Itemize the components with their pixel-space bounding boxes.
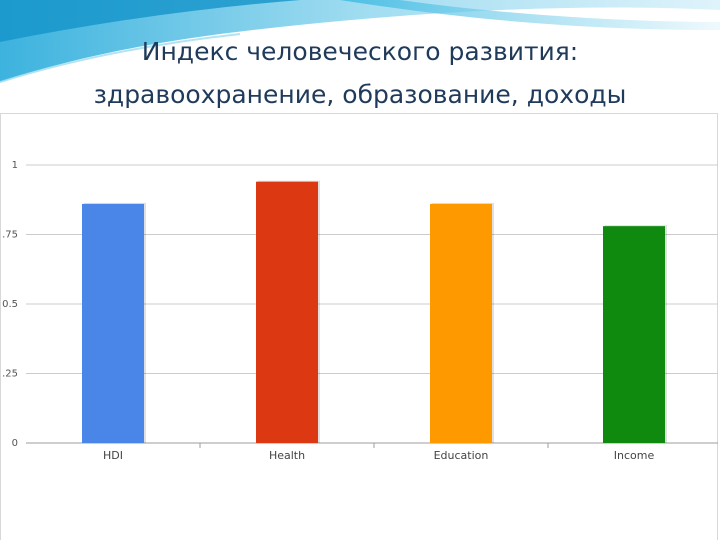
x-tick-label: Health	[269, 449, 305, 462]
bar-education	[430, 203, 492, 443]
y-tick-label: 0	[12, 438, 18, 449]
y-axis-tick-labels: 0 .25 0.5 .75 1	[2, 160, 18, 449]
bars	[82, 180, 667, 443]
y-tick-label: 0.5	[2, 299, 18, 310]
y-tick-label: .25	[2, 369, 18, 380]
bar-income	[603, 226, 665, 443]
y-tick-label: .75	[2, 230, 18, 241]
x-tick-label: Education	[434, 449, 489, 462]
x-axis	[199, 443, 549, 448]
slide-title-line-2: здравоохранение, образование, доходы	[93, 80, 627, 109]
x-axis-category-labels: HDI Health Education Income	[103, 449, 654, 462]
bar-health	[256, 181, 318, 443]
bar-chart: 0 .25 0.5 .75 1 HDI Health Education Income	[2, 160, 718, 462]
bar-hdi	[82, 203, 144, 443]
slide-title: Индекс человеческого развития: здравоохр…	[0, 30, 720, 116]
slide-header-decoration	[0, 0, 720, 83]
slide-title-line-1: Индекс человеческого развития:	[141, 37, 579, 66]
y-tick-label: 1	[12, 160, 18, 171]
x-tick-label: Income	[614, 449, 655, 462]
x-tick-label: HDI	[103, 449, 123, 462]
